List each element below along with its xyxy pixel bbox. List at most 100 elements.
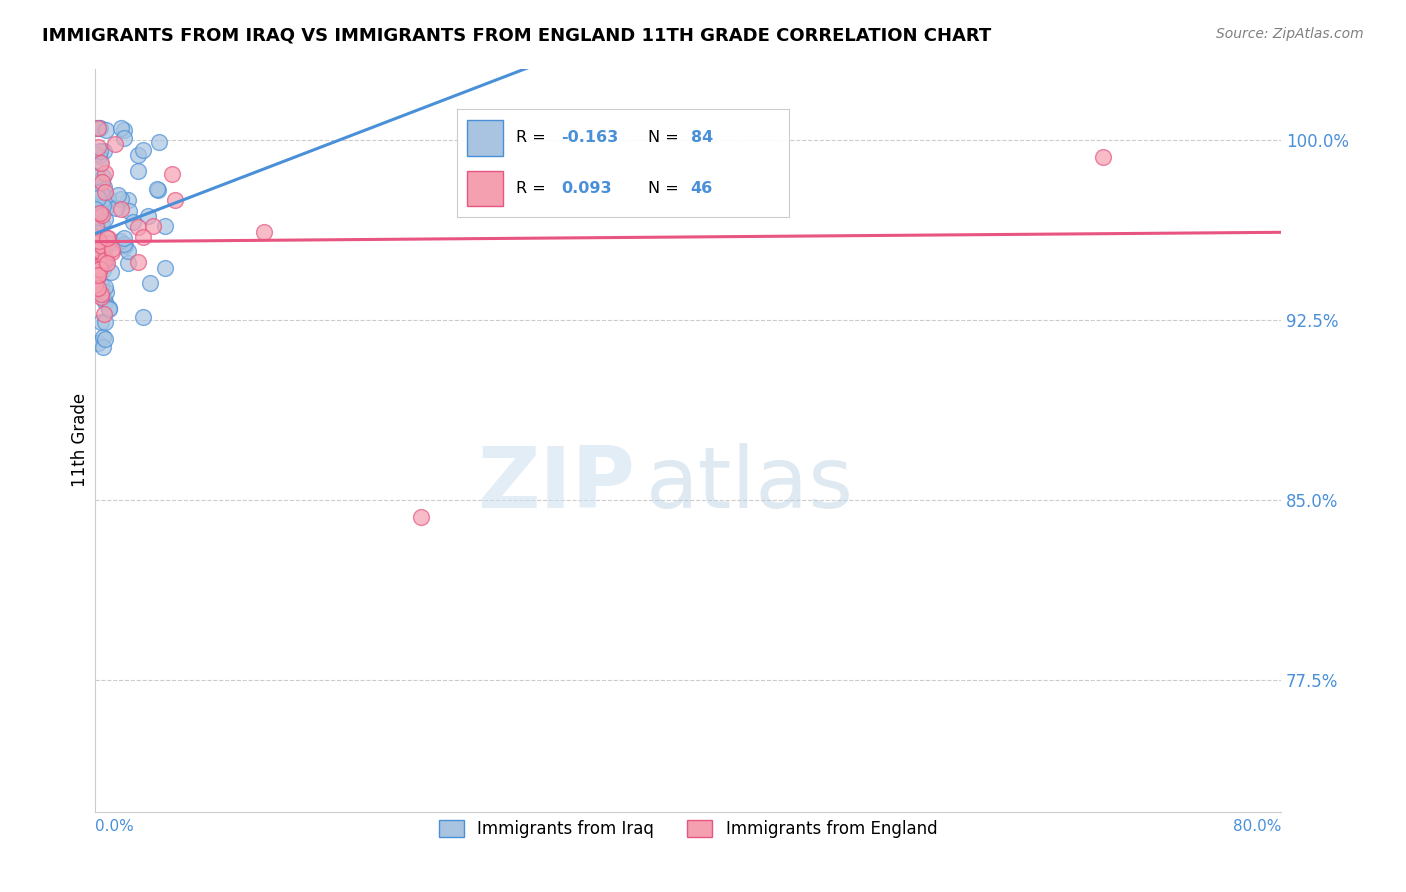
Point	[117, 244, 139, 258]
Point	[132, 143, 155, 157]
Point	[112, 131, 135, 145]
Point	[90, 287, 112, 301]
Point	[112, 122, 135, 136]
Point	[86, 121, 108, 136]
Point	[90, 207, 112, 221]
Point	[87, 251, 110, 265]
Point	[84, 202, 107, 217]
Point	[153, 260, 176, 275]
Point	[89, 244, 111, 258]
Point	[110, 121, 132, 136]
Point	[94, 315, 117, 329]
Y-axis label: 11th Grade: 11th Grade	[72, 393, 89, 487]
Point	[84, 219, 107, 233]
Point	[84, 207, 107, 221]
Point	[90, 315, 112, 329]
Point	[98, 301, 121, 316]
Point	[84, 278, 107, 293]
Point	[87, 175, 110, 189]
Point	[89, 238, 111, 252]
Point	[86, 169, 108, 183]
Point	[127, 255, 149, 269]
Point	[89, 156, 111, 170]
Point	[87, 121, 110, 136]
Point	[89, 121, 111, 136]
Point	[91, 199, 114, 213]
Point	[93, 307, 115, 321]
Point	[93, 243, 115, 257]
Point	[89, 144, 111, 158]
Point	[114, 239, 136, 253]
Point	[89, 235, 111, 249]
Point	[93, 252, 115, 267]
Point	[97, 231, 120, 245]
Point	[89, 260, 111, 274]
Point	[108, 234, 131, 248]
Point	[84, 208, 107, 222]
Point	[117, 193, 139, 207]
Point	[110, 202, 132, 217]
Point	[91, 244, 114, 259]
Point	[93, 295, 115, 310]
Text: atlas: atlas	[647, 443, 855, 526]
Point	[96, 231, 118, 245]
Point	[142, 219, 165, 233]
Point	[100, 242, 122, 256]
Point	[86, 140, 108, 154]
Point	[162, 167, 184, 181]
Point	[127, 148, 149, 162]
Point	[87, 262, 110, 277]
Point	[96, 256, 118, 270]
Point	[94, 122, 117, 136]
Point	[93, 211, 115, 226]
Point	[136, 209, 159, 223]
Point	[91, 330, 114, 344]
Point	[91, 239, 114, 253]
Point	[93, 280, 115, 294]
Point	[84, 147, 107, 161]
Point	[89, 261, 111, 276]
Text: 80.0%: 80.0%	[1233, 820, 1281, 834]
Point	[90, 185, 112, 199]
Point	[86, 225, 108, 239]
Point	[97, 235, 120, 250]
Point	[91, 284, 114, 298]
Point	[93, 170, 115, 185]
Point	[84, 236, 107, 251]
Text: 0.0%: 0.0%	[94, 820, 134, 834]
Point	[138, 276, 160, 290]
Text: IMMIGRANTS FROM IRAQ VS IMMIGRANTS FROM ENGLAND 11TH GRADE CORRELATION CHART: IMMIGRANTS FROM IRAQ VS IMMIGRANTS FROM …	[42, 27, 991, 45]
Point	[87, 190, 110, 204]
Point	[84, 282, 107, 296]
Point	[112, 236, 135, 251]
Text: ZIP: ZIP	[477, 443, 634, 526]
Point	[104, 202, 127, 216]
Point	[145, 182, 167, 196]
Point	[86, 268, 108, 283]
Point	[91, 217, 114, 231]
Point	[112, 231, 135, 245]
Point	[97, 301, 120, 316]
Point	[86, 336, 108, 351]
Point	[1092, 150, 1115, 164]
Point	[93, 166, 115, 180]
Point	[91, 340, 114, 354]
Point	[84, 207, 107, 221]
Point	[409, 510, 432, 524]
Point	[86, 268, 108, 282]
Point	[87, 281, 110, 295]
Point	[107, 188, 129, 202]
Point	[89, 244, 111, 258]
Point	[91, 193, 114, 207]
Point	[97, 191, 120, 205]
Point	[148, 136, 170, 150]
Point	[96, 253, 118, 268]
Point	[132, 310, 155, 324]
Point	[86, 210, 108, 224]
Point	[146, 183, 169, 197]
Point	[86, 268, 108, 283]
Point	[165, 193, 187, 207]
Point	[127, 163, 149, 178]
Point	[90, 241, 112, 255]
Point	[93, 185, 115, 199]
